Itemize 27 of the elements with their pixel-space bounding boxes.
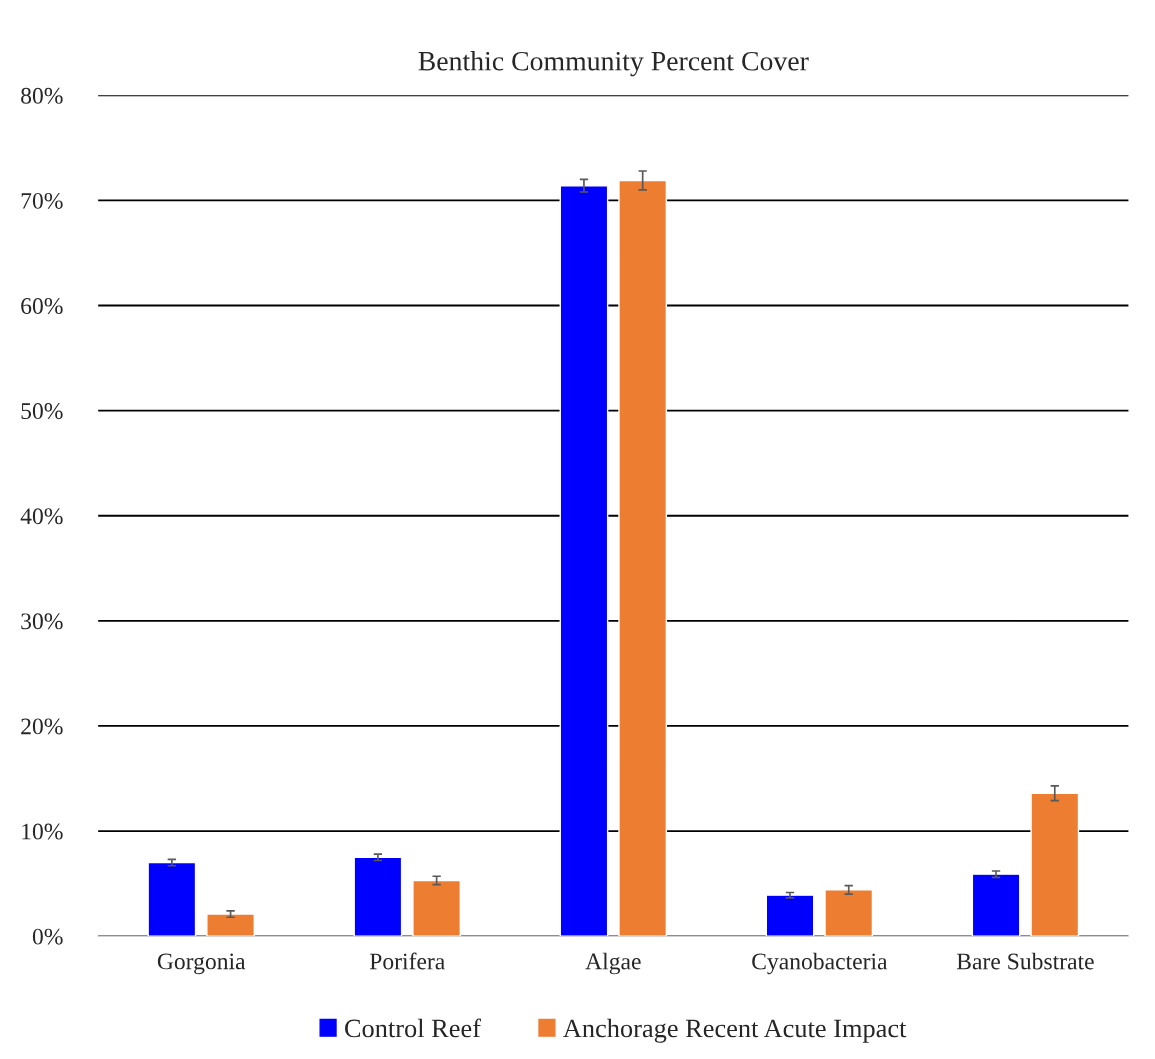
y-tick-label: 0% bbox=[32, 928, 63, 945]
x-tick-label: Cyanobacteria bbox=[752, 952, 888, 975]
bar bbox=[147, 861, 197, 937]
bar bbox=[971, 873, 1021, 937]
bar bbox=[618, 179, 668, 937]
bar bbox=[353, 856, 403, 937]
y-tick-label: 10% bbox=[22, 823, 63, 840]
legend-label: Anchorage Recent Acute Impact bbox=[563, 1018, 907, 1043]
x-tick-label: Bare Substrate bbox=[956, 952, 1094, 970]
bar bbox=[559, 185, 609, 937]
bar bbox=[206, 913, 255, 937]
y-tick-label: 40% bbox=[20, 508, 63, 525]
bar bbox=[412, 879, 462, 937]
x-tick-label: Gorgonia bbox=[157, 953, 246, 975]
x-tick-label: Porifera bbox=[369, 952, 445, 970]
chart-title: Benthic Community Percent Cover bbox=[418, 51, 809, 77]
bar bbox=[765, 894, 815, 937]
y-tick-label: 80% bbox=[21, 87, 63, 104]
y-tick-label: 30% bbox=[21, 613, 63, 630]
bar bbox=[824, 889, 874, 937]
y-tick-label: 20% bbox=[21, 718, 63, 735]
x-tick-label: Algae bbox=[585, 952, 641, 975]
legend-label: Control Reef bbox=[345, 1018, 481, 1038]
y-tick-label: 70% bbox=[21, 192, 63, 209]
y-tick-label: 60% bbox=[21, 298, 63, 315]
bar bbox=[1030, 792, 1080, 937]
y-tick-label: 50% bbox=[21, 403, 63, 420]
